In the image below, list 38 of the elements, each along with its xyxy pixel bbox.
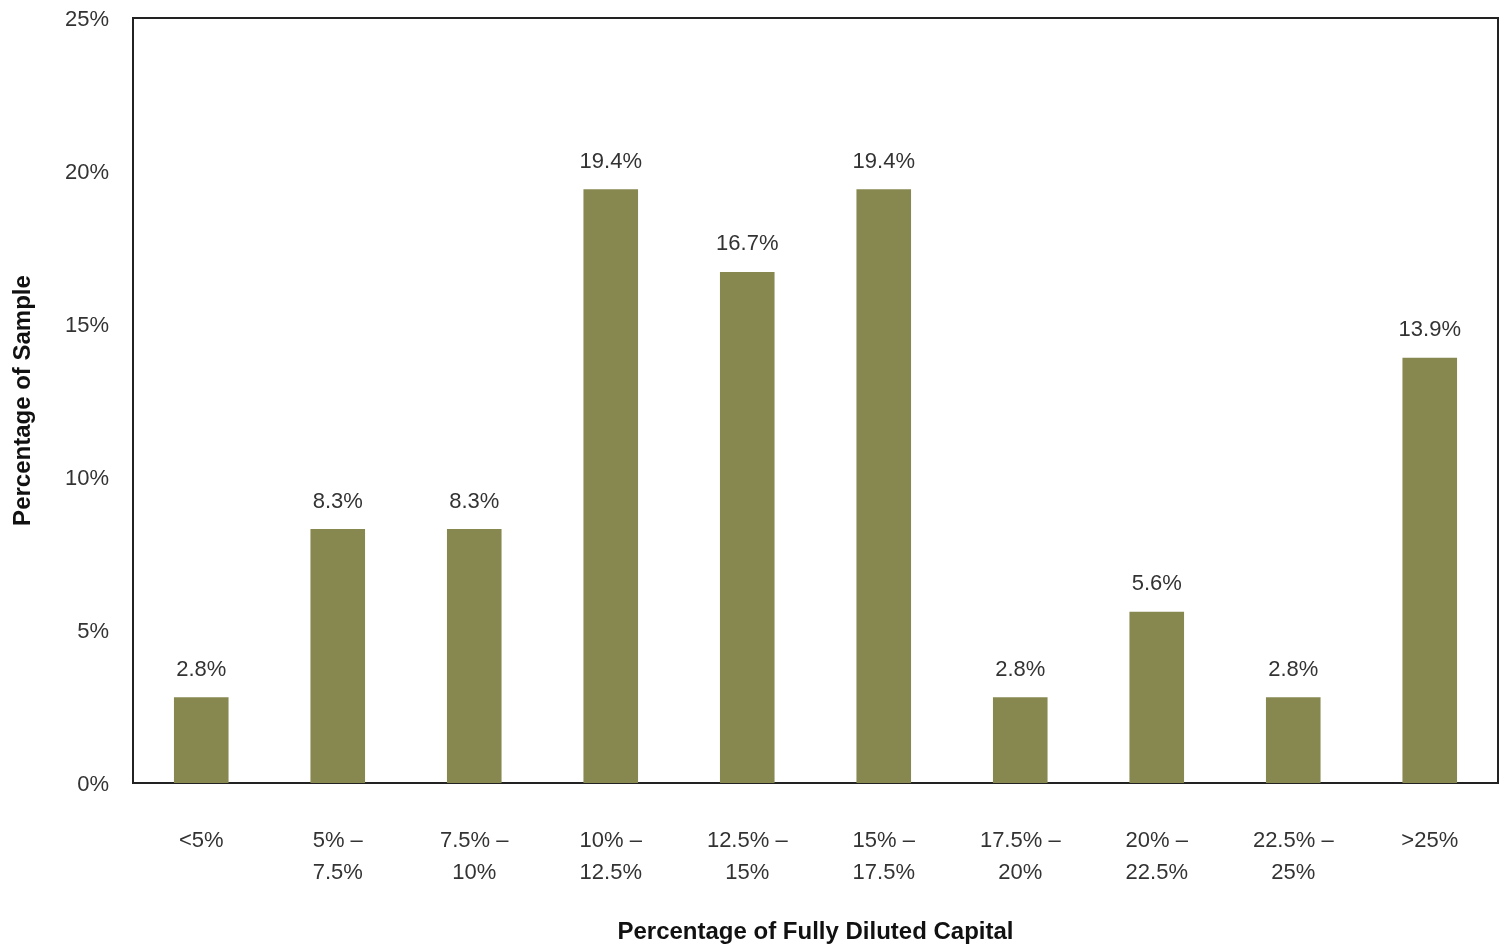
y-tick-label: 15%: [64, 311, 109, 337]
x-tick-label: <5%: [178, 826, 224, 852]
bar: [310, 529, 366, 783]
y-tick-label: 20%: [64, 158, 109, 184]
y-tick-label: 5%: [77, 617, 109, 643]
bar: [583, 189, 639, 783]
y-axis-title: Percentage of Sample: [7, 275, 35, 526]
y-tick-label: 0%: [77, 770, 109, 796]
x-tick-label: 5% – 7.5%: [312, 826, 364, 884]
x-axis-title: Percentage of Fully Diluted Capital: [617, 916, 1014, 944]
data-label: 19.4%: [579, 147, 642, 173]
bar: [173, 697, 229, 783]
x-tick-label: 22.5% – 25%: [1252, 826, 1335, 884]
y-tick-label: 10%: [64, 464, 109, 490]
x-tick-label: 12.5% – 15%: [706, 826, 789, 884]
data-label: 16.7%: [716, 230, 779, 256]
bar: [719, 271, 775, 783]
x-tick-label: 15% – 17.5%: [852, 826, 916, 884]
bar: [446, 529, 502, 783]
data-label: 5.6%: [1131, 570, 1182, 596]
y-tick-label: 25%: [64, 5, 109, 31]
bar: [1402, 357, 1458, 783]
data-label: 8.3%: [312, 487, 363, 513]
bar: [856, 189, 912, 783]
data-label: 2.8%: [1268, 655, 1319, 681]
data-label: 13.9%: [1398, 316, 1461, 342]
bar: [1265, 697, 1321, 783]
x-tick-label: 20% – 22.5%: [1125, 826, 1189, 884]
data-label: 8.3%: [449, 487, 500, 513]
data-label: 2.8%: [176, 655, 227, 681]
data-label: 19.4%: [852, 147, 915, 173]
x-tick-label: 7.5% – 10%: [440, 826, 510, 884]
x-tick-label: >25%: [1401, 826, 1459, 852]
bar: [992, 697, 1048, 783]
bar: [1129, 611, 1185, 783]
data-label: 2.8%: [995, 655, 1046, 681]
x-tick-label: 10% – 12.5%: [579, 826, 643, 884]
x-tick-label: 17.5% – 20%: [979, 826, 1062, 884]
